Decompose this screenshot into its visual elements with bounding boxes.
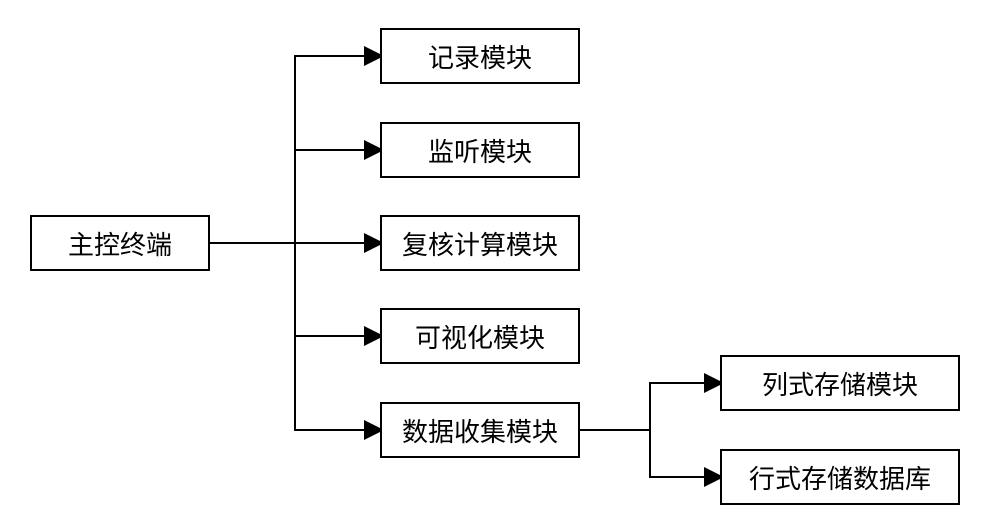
node-rowstore: 行式存储数据库: [720, 449, 960, 505]
node-colstore: 列式存储模块: [720, 355, 960, 411]
node-root: 主控终端: [30, 215, 210, 271]
edge-root-listen: [210, 150, 380, 243]
edge-root-record: [210, 56, 380, 243]
edge-root-visual: [210, 243, 380, 336]
edge-root-collect: [210, 243, 380, 430]
node-collect: 数据收集模块: [380, 402, 580, 458]
edge-collect-rowstore: [580, 430, 720, 477]
node-record: 记录模块: [380, 28, 580, 84]
node-visual: 可视化模块: [380, 308, 580, 364]
node-listen: 监听模块: [380, 122, 580, 178]
edge-collect-colstore: [580, 383, 720, 430]
node-recalc: 复核计算模块: [380, 215, 580, 271]
